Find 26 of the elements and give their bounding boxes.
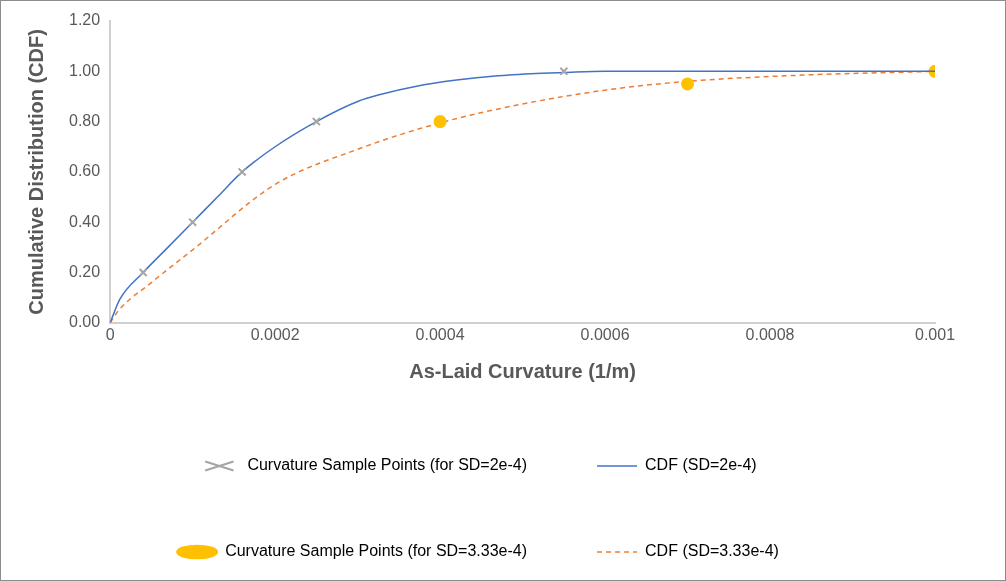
point — [188, 217, 198, 227]
legend-label: CDF (SD=2e-4) — [645, 456, 757, 474]
point — [433, 115, 447, 129]
y-tick-label: 1.00 — [69, 61, 101, 79]
legend-label: Curvature Sample Points (for SD=2e-4) — [247, 456, 528, 474]
y-tick-label: 1.20 — [69, 11, 101, 29]
y-tick-label: 0.00 — [69, 313, 101, 331]
x-tick-label: 0.0008 — [745, 325, 795, 343]
legend-label: Curvature Sample Points (for SD=3.33e-4) — [225, 542, 528, 560]
point — [138, 267, 148, 278]
legend-label: CDF (SD=3.33e-4) — [645, 542, 779, 560]
y-tick-label: 0.20 — [69, 262, 101, 280]
y-tick-label: 0.80 — [69, 112, 101, 130]
y-tick-label: 0.40 — [69, 212, 101, 230]
x-tick-label: 0.0004 — [415, 325, 465, 343]
y-axis-title: Cumulative Distribution (CDF) — [24, 29, 47, 315]
y-tick-label: 0.60 — [69, 162, 101, 180]
x-tick-label: 0 — [105, 325, 115, 343]
x-tick-label: 0.0002 — [250, 325, 300, 343]
point — [681, 77, 695, 91]
point — [559, 66, 569, 76]
x-axis-title: As-Laid Curvature (1/m) — [409, 359, 636, 382]
x-tick-label: 0.001 — [914, 325, 956, 343]
point — [237, 167, 247, 177]
point — [311, 117, 321, 127]
x-tick-label: 0.0006 — [580, 325, 630, 343]
